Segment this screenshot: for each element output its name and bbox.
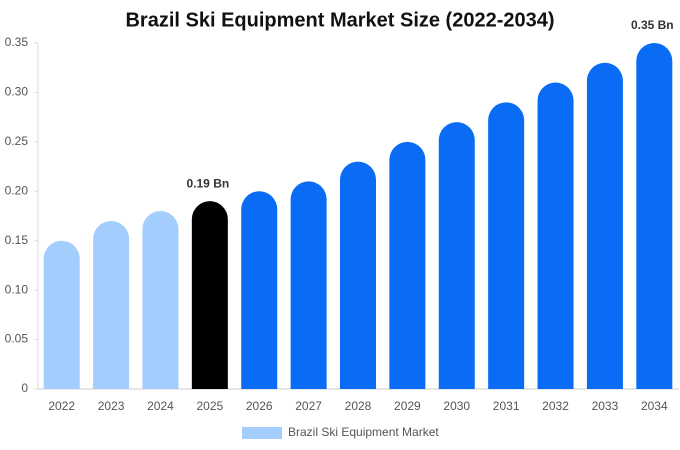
bar — [93, 220, 130, 389]
bar — [191, 201, 228, 389]
y-tick-label: 0.05 — [5, 332, 29, 346]
y-tick-label: 0 — [21, 381, 28, 395]
x-tick-label: 2032 — [542, 399, 569, 413]
bar — [340, 161, 376, 389]
bar — [241, 191, 278, 389]
value-label: 0.19 Bn — [187, 176, 230, 190]
x-tick-label: 2024 — [147, 399, 174, 413]
x-tick-label: 2022 — [48, 399, 75, 413]
y-tick-label: 0.30 — [5, 85, 29, 99]
bar — [142, 211, 179, 389]
x-tick-label: 2029 — [394, 399, 421, 413]
bar — [488, 102, 525, 389]
bar — [537, 82, 574, 390]
x-tick-label: 2034 — [641, 399, 668, 413]
chart-title: Brazil Ski Equipment Market Size (2022-2… — [125, 9, 554, 31]
bar — [43, 240, 80, 389]
bar — [586, 62, 623, 390]
x-tick-label: 2025 — [196, 399, 223, 413]
y-tick-label: 0.15 — [5, 233, 29, 247]
x-tick-label: 2027 — [295, 399, 322, 413]
value-label: 0.35 Bn — [631, 18, 674, 32]
x-tick-label: 2033 — [592, 399, 619, 413]
bar — [636, 43, 673, 389]
x-tick-label: 2028 — [345, 399, 372, 413]
x-tick-label: 2026 — [246, 399, 273, 413]
y-tick-label: 0.20 — [5, 183, 29, 197]
y-tick-label: 0.35 — [5, 35, 29, 49]
legend-swatch — [242, 427, 282, 439]
x-tick-label: 2023 — [98, 399, 125, 413]
bar — [290, 181, 327, 389]
x-tick-label: 2030 — [443, 399, 470, 413]
y-tick-label: 0.25 — [5, 134, 29, 148]
x-tick-label: 2031 — [493, 399, 520, 413]
bar — [438, 122, 475, 390]
y-tick-label: 0.10 — [5, 282, 29, 296]
bar — [389, 141, 426, 389]
legend-label: Brazil Ski Equipment Market — [288, 425, 439, 439]
